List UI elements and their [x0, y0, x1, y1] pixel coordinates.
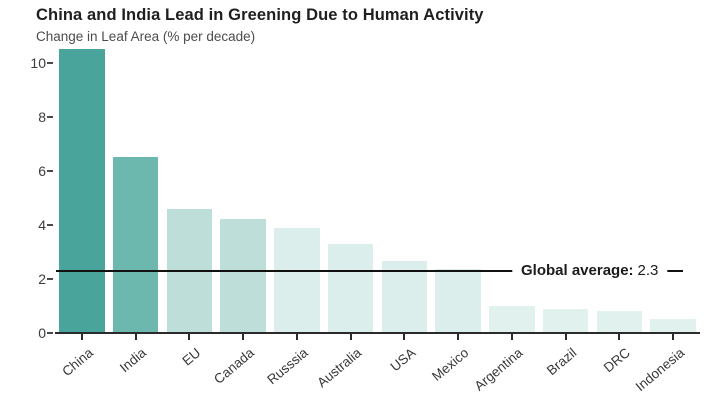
y-axis-tick — [47, 223, 53, 226]
chart-title: China and India Lead in Greening Due to … — [36, 6, 484, 24]
y-axis-tick — [47, 277, 53, 280]
x-axis-tick — [295, 334, 298, 340]
x-axis-label: USA — [387, 345, 419, 375]
x-axis-label: Mexico — [429, 345, 472, 384]
x-axis-tick — [403, 334, 406, 340]
global-average-label: Global average: 2.3 — [512, 260, 668, 281]
y-axis-tick-label: 0 — [38, 325, 46, 341]
x-axis-tick — [80, 334, 83, 340]
x-axis-label: Argentina — [471, 345, 526, 394]
x-axis-label: China — [58, 345, 96, 380]
bar-mexico — [435, 269, 481, 333]
x-axis-tick — [457, 334, 460, 340]
global-average-line — [56, 270, 683, 272]
y-axis-tick-label: 8 — [38, 108, 46, 125]
x-axis-label: Russsia — [264, 345, 311, 388]
bar-drc — [596, 311, 643, 333]
bar-china — [59, 49, 105, 333]
x-axis-tick — [564, 334, 567, 340]
x-axis-label: India — [117, 345, 150, 376]
x-axis-label: Brazil — [543, 345, 580, 379]
bar-russsia — [274, 227, 320, 333]
x-axis-label: EU — [178, 345, 204, 369]
y-axis-tick — [47, 169, 53, 172]
x-axis-tick — [618, 334, 621, 340]
y-axis-tick-label: 10 — [30, 54, 46, 71]
global-average-value: 2.3 — [637, 261, 659, 279]
bar-argentina — [489, 305, 535, 333]
global-average-label-text: Global average: — [521, 261, 634, 279]
plot-area: Global average: 2.3 0 2 4 6 8 10 China India EU Ca… — [30, 41, 700, 394]
bar-usa — [381, 261, 428, 333]
x-axis-tick — [188, 334, 191, 340]
bar-india — [112, 157, 159, 333]
x-axis-tick — [349, 334, 352, 340]
x-axis-label: Canada — [210, 345, 257, 387]
x-axis-tick — [134, 334, 137, 340]
y-axis-tick — [47, 115, 53, 118]
x-axis-tick — [242, 334, 245, 340]
x-axis-label: Indonesia — [632, 345, 687, 395]
bar-australia — [327, 243, 374, 333]
x-axis-label: Australia — [314, 345, 365, 391]
y-axis-tick-label: 4 — [38, 216, 46, 233]
y-axis-tick-label: 6 — [38, 162, 46, 179]
bar-indonesia — [650, 319, 696, 333]
x-axis-tick — [510, 334, 513, 340]
y-axis-tick — [47, 332, 53, 334]
y-axis-tick — [47, 61, 53, 64]
x-axis-label: DRC — [600, 345, 634, 376]
x-axis-line — [55, 332, 700, 334]
x-axis-tick — [672, 334, 675, 340]
bar-brazil — [542, 308, 589, 333]
chart-subtitle: Change in Leaf Area (% per decade) — [36, 29, 256, 44]
bar-canada — [220, 219, 266, 333]
y-axis-tick-label: 2 — [38, 270, 46, 287]
